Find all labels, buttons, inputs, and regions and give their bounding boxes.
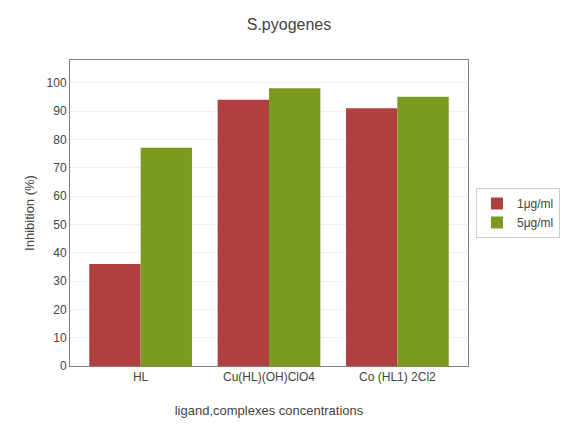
svg-text:HL: HL (133, 370, 149, 384)
svg-text:Inhibition (%): Inhibition (%) (22, 175, 37, 251)
svg-text:90: 90 (53, 104, 67, 118)
svg-text:50: 50 (53, 218, 67, 232)
svg-text:20: 20 (53, 303, 67, 317)
svg-text:5μg/ml: 5μg/ml (517, 216, 553, 230)
svg-text:Co (HL1) 2Cl2: Co (HL1) 2Cl2 (359, 370, 436, 384)
svg-text:Cu(HL)(OH)ClO4: Cu(HL)(OH)ClO4 (223, 370, 315, 384)
svg-text:70: 70 (53, 161, 67, 175)
svg-text:ligand,complexes concentration: ligand,complexes concentrations (175, 403, 364, 418)
svg-text:0: 0 (60, 359, 67, 373)
svg-text:10: 10 (53, 331, 67, 345)
svg-text:60: 60 (53, 189, 67, 203)
svg-text:S.pyogenes: S.pyogenes (247, 16, 332, 33)
svg-text:30: 30 (53, 274, 67, 288)
svg-text:100: 100 (47, 76, 67, 90)
svg-text:80: 80 (53, 133, 67, 147)
svg-text:40: 40 (53, 246, 67, 260)
svg-text:1μg/ml: 1μg/ml (517, 197, 553, 211)
